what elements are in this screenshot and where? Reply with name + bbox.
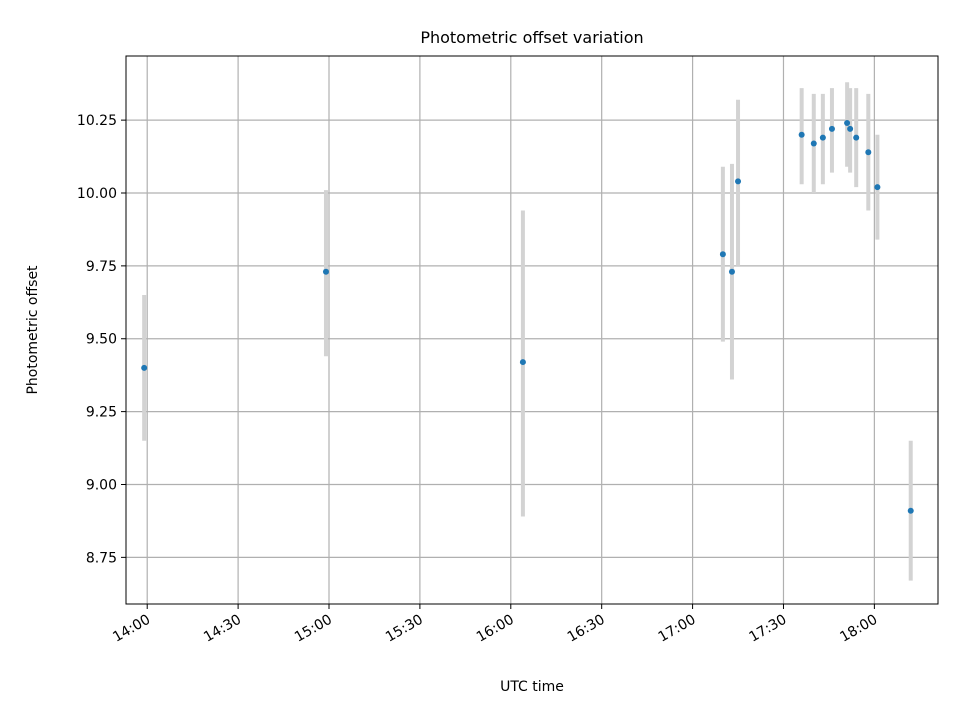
data-point	[865, 149, 872, 156]
data-point	[519, 359, 526, 366]
grid-lines	[126, 56, 938, 604]
x-tick-label: 15:30	[383, 612, 426, 646]
y-tick-label: 9.00	[86, 477, 117, 493]
y-tick-label: 10.25	[77, 113, 117, 129]
x-tick-label: 14:00	[110, 612, 153, 646]
data-point	[819, 134, 826, 141]
data-point	[322, 268, 329, 275]
data-point	[719, 251, 726, 258]
x-tick-label: 17:30	[747, 612, 790, 646]
x-tick-label: 17:00	[656, 612, 699, 646]
data-point	[798, 131, 805, 138]
x-axis-ticks: 14:00 14:30 15:00 15:30 16:00 16:30 17:00 17:30…	[110, 604, 880, 646]
data-point	[141, 364, 148, 371]
data-point	[907, 507, 914, 514]
error-bars	[142, 82, 913, 581]
data-point	[874, 184, 881, 191]
y-tick-label: 9.50	[86, 332, 117, 348]
plot-frame	[125, 55, 939, 605]
y-tick-label: 8.75	[86, 550, 117, 566]
x-tick-label: 18:00	[837, 612, 880, 646]
data-point	[828, 125, 835, 132]
x-tick-label: 15:00	[292, 612, 335, 646]
x-axis-label: UTC time	[500, 679, 564, 695]
chart-title: Photometric offset variation	[420, 28, 643, 47]
data-point	[844, 120, 851, 127]
data-point	[847, 125, 854, 132]
y-tick-label: 9.25	[86, 405, 117, 421]
data-point	[728, 268, 735, 275]
y-axis-ticks: 8.75 9.00 9.25 9.50 9.75 10.00 10.25	[77, 113, 126, 566]
y-tick-label: 10.00	[77, 186, 117, 202]
y-tick-label: 9.75	[86, 259, 117, 275]
x-tick-label: 16:00	[474, 612, 517, 646]
data-points	[141, 120, 914, 514]
x-tick-label: 14:30	[201, 612, 244, 646]
data-point	[853, 134, 860, 141]
data-point	[810, 140, 817, 147]
data-point	[735, 178, 742, 185]
x-tick-label: 16:30	[565, 612, 608, 646]
y-axis-label: Photometric offset	[25, 265, 41, 395]
